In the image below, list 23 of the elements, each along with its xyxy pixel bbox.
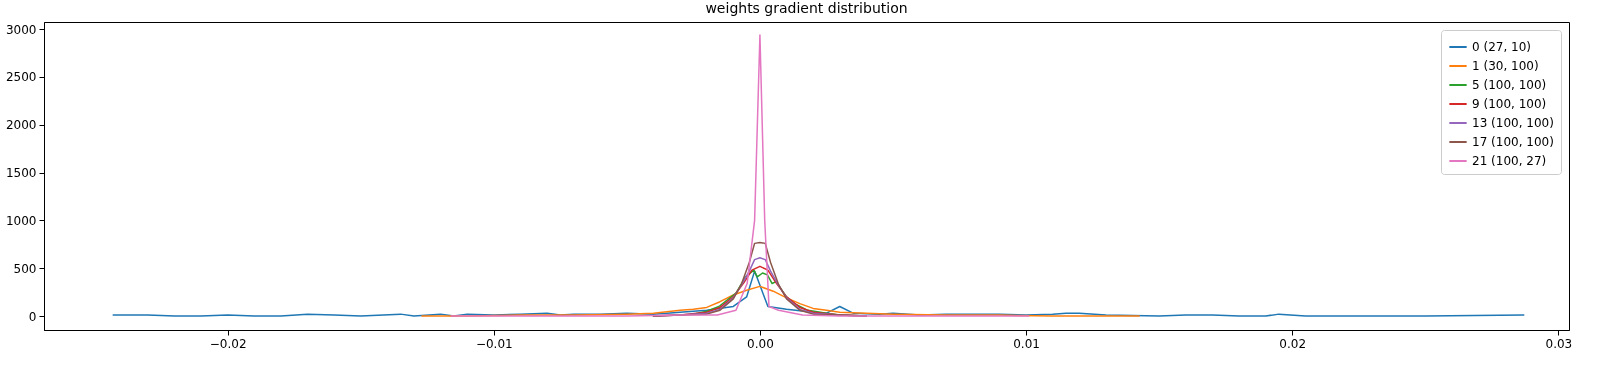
legend-label: 9 (100, 100)	[1472, 97, 1547, 111]
line-series	[450, 34, 1030, 317]
y-tick-label: 0	[28, 309, 37, 324]
line-series	[112, 270, 1525, 317]
y-tick-label: 1000	[5, 213, 37, 228]
legend-label: 5 (100, 100)	[1472, 78, 1547, 92]
legend-label: 1 (30, 100)	[1472, 59, 1539, 73]
y-tick-label: 2000	[5, 118, 37, 133]
y-tick-label: 500	[13, 261, 37, 276]
chart-title: weights gradient distribution	[705, 0, 908, 16]
x-tick-label: −0.01	[475, 336, 513, 351]
x-tick-label: 0.00	[747, 336, 774, 351]
legend-label: 13 (100, 100)	[1472, 116, 1554, 130]
x-tick-label: 0.03	[1545, 336, 1573, 351]
y-tick-label: 1500	[5, 166, 37, 181]
legend-label: 17 (100, 100)	[1472, 135, 1554, 149]
legend-label: 21 (100, 27)	[1472, 154, 1547, 168]
x-tick-label: 0.02	[1279, 336, 1307, 351]
x-tick-label: −0.02	[209, 336, 247, 351]
x-tick-label: 0.01	[1013, 336, 1040, 351]
legend-label: 0 (27, 10)	[1472, 40, 1531, 54]
y-tick-label: 2500	[5, 70, 37, 85]
y-tick-label: 3000	[5, 22, 37, 37]
